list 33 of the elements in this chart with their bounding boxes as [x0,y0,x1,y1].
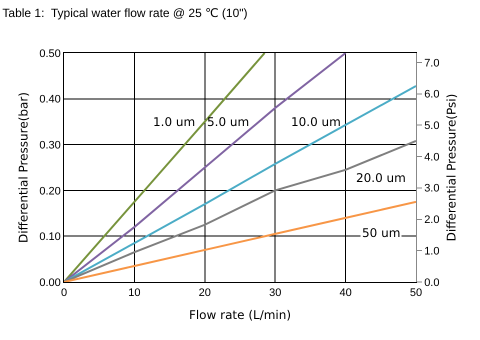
y2-tick-label: 4.0 [424,151,440,164]
y2-tick-label: 3.0 [424,182,440,195]
y2-tick-label: 1.0 [424,245,440,258]
series-label: 1.0 um [153,115,196,129]
y-tick-label: 0.20 [39,185,61,198]
line-series [64,53,266,282]
y-tick-label: 0.40 [39,94,61,106]
y2-tick-label: 2.0 [424,214,440,226]
line-series [64,200,416,282]
y-tick-label: 0.10 [39,231,61,244]
y2-axis-title: Differential Pressure(Psi) [444,94,458,242]
y2-tick-label: 5.0 [424,120,440,132]
y-axis-title: Differential Pressure(bar) [16,92,31,243]
chart-title: Table 1: Typical water flow rate @ 25 ℃ (10") [2,6,248,20]
x-tick-label: 0 [60,287,68,300]
y2-tick-label: 6.0 [424,88,440,101]
x-tick-label: 30 [269,287,282,300]
y2-tick-label: 0.0 [424,276,440,289]
y2-tick-label: 7.0 [424,57,440,70]
series-label: 50 um [362,226,400,240]
line-series [64,53,347,282]
y-tick-label: 0.50 [39,48,61,60]
series-label: 20.0 um [356,171,406,185]
x-axis-title: Flow rate (L/min) [188,308,292,322]
x-tick-label: 10 [128,287,141,300]
series-label: 5.0 um [207,115,250,129]
line-series [64,84,416,282]
x-tick-label: 20 [198,287,211,300]
y-tick-label: 0.30 [39,139,61,152]
series-label: 10.0 um [291,115,341,129]
x-tick-label: 40 [339,287,352,300]
y-tick-label: 0.00 [39,276,61,289]
x-tick-label: 50 [410,287,422,300]
